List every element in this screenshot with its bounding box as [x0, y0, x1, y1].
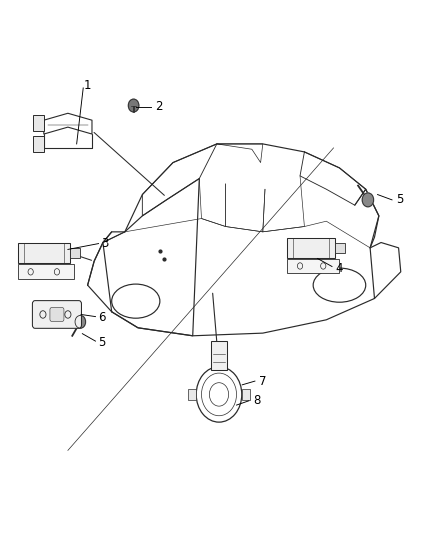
Text: 4: 4: [335, 262, 343, 274]
Text: 5: 5: [99, 336, 106, 349]
FancyBboxPatch shape: [32, 301, 81, 328]
FancyBboxPatch shape: [242, 389, 250, 400]
Circle shape: [128, 99, 139, 112]
FancyBboxPatch shape: [18, 243, 70, 263]
FancyBboxPatch shape: [287, 259, 339, 273]
Text: 7: 7: [259, 375, 267, 387]
FancyBboxPatch shape: [211, 341, 227, 370]
Text: 3: 3: [101, 237, 108, 250]
FancyBboxPatch shape: [50, 308, 64, 321]
Text: 5: 5: [396, 193, 404, 206]
FancyBboxPatch shape: [33, 136, 44, 152]
Circle shape: [362, 193, 374, 207]
Text: 8: 8: [253, 394, 261, 407]
Text: 2: 2: [155, 100, 163, 113]
Text: 1: 1: [83, 79, 91, 92]
FancyBboxPatch shape: [70, 248, 80, 258]
FancyBboxPatch shape: [335, 243, 345, 253]
FancyBboxPatch shape: [287, 238, 335, 258]
Text: 6: 6: [99, 311, 106, 324]
FancyBboxPatch shape: [18, 264, 74, 279]
Circle shape: [75, 316, 85, 328]
FancyBboxPatch shape: [33, 115, 44, 131]
FancyBboxPatch shape: [188, 389, 196, 400]
